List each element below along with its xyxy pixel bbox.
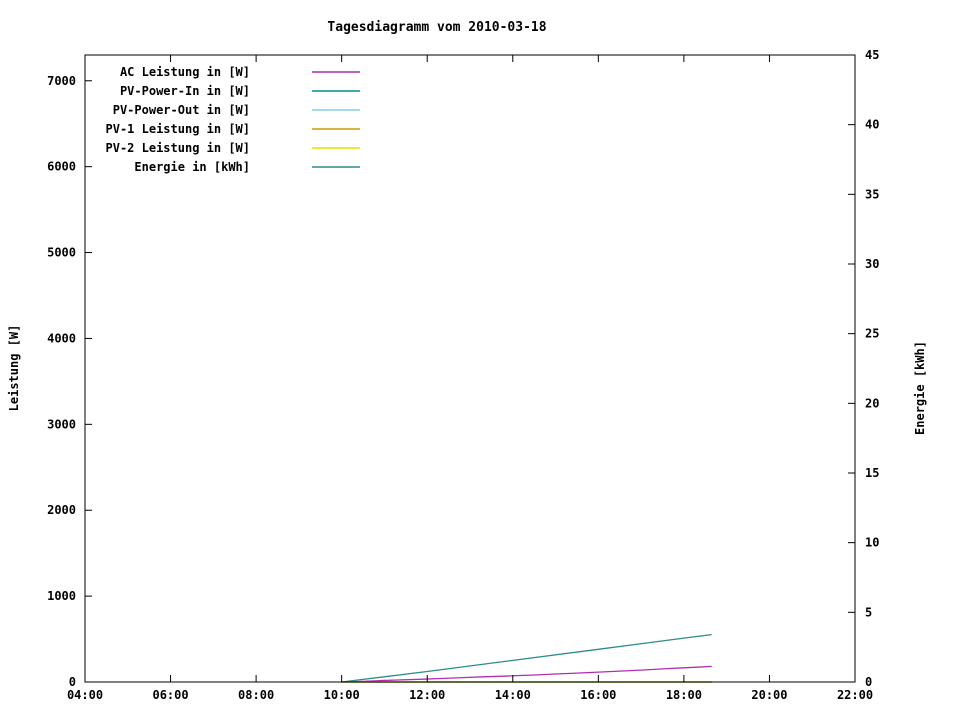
legend-label: PV-2 Leistung in [W] [106,141,251,155]
y-tick-label: 3000 [47,417,76,431]
left-axis-label: Leistung [W] [7,325,21,412]
y2-tick-label: 0 [865,675,872,689]
plot-border [84,54,856,683]
plot-area: 04:00 06:00 08:00 10:00 12:00 14:00 16:00 18:00… [47,48,879,702]
y-tick-label: 0 [69,675,76,689]
y2-tick-label: 20 [865,396,879,410]
x-tick-label: 04:00 [67,688,103,702]
x-tick-label: 18:00 [666,688,702,702]
y-tick-label: 2000 [47,503,76,517]
y2-tick-label: 25 [865,327,879,341]
legend-label: AC Leistung in [W] [120,65,250,79]
y2-tick-label: 10 [865,536,879,550]
y-tick-label: 5000 [47,246,76,260]
right-axis-label: Energie [kWh] [913,341,927,435]
x-tick-label: 16:00 [580,688,616,702]
series-line [341,633,712,683]
y-tick-label: 7000 [47,74,76,88]
x-tick-label: 10:00 [324,688,360,702]
y2-tick-label: 35 [865,187,879,201]
legend-label: PV-Power-Out in [W] [113,103,250,117]
y-tick-label: 6000 [47,160,76,174]
legend-label: PV-1 Leistung in [W] [106,122,251,136]
x-tick-label: 14:00 [495,688,531,702]
legend-label: PV-Power-In in [W] [120,84,250,98]
x-tick-label: 22:00 [837,688,873,702]
y2-tick-label: 45 [865,48,879,62]
x-tick-label: 12:00 [409,688,445,702]
y-tick-label: 4000 [47,331,76,345]
y2-tick-label: 15 [865,466,879,480]
legend-label: Energie in [kWh] [134,160,250,174]
y2-tick-label: 40 [865,118,879,132]
x-tick-label: 06:00 [152,688,188,702]
x-tick-label: 08:00 [238,688,274,702]
y-tick-label: 1000 [47,589,76,603]
x-tick-label: 20:00 [751,688,787,702]
series-line [341,665,712,683]
chart-title: Tagesdiagramm vom 2010-03-18 [327,20,546,35]
y2-tick-label: 30 [865,257,879,271]
y2-tick-label: 5 [865,605,872,619]
